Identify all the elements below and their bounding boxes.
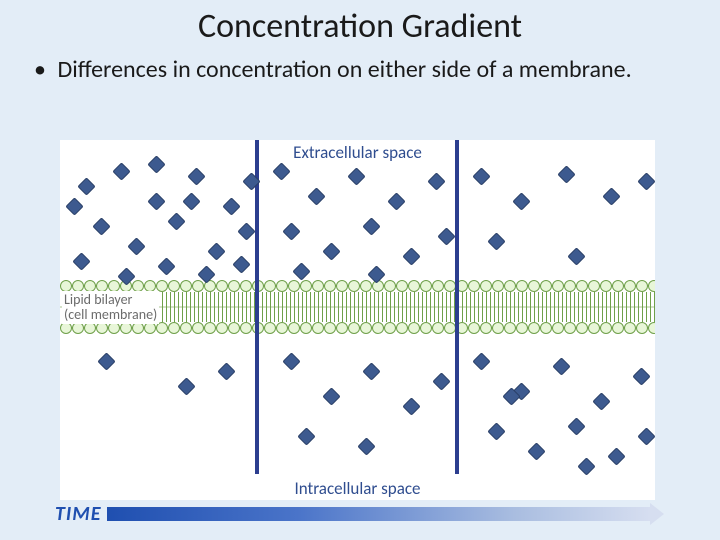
molecule [637,172,655,190]
bullet-line: • Differences in concentration on either… [34,56,700,85]
intracellular-label: Intracellular space [60,478,655,499]
molecule [427,172,445,190]
molecule [167,212,185,230]
molecule [237,222,255,240]
molecule [567,247,585,265]
molecule [592,392,610,410]
panel-divider-1 [255,140,259,474]
molecule [487,232,505,250]
molecule [512,192,530,210]
panel-divider-2 [455,140,459,474]
molecule [637,427,655,445]
molecule [182,192,200,210]
page-title: Concentration Gradient [0,6,720,47]
molecule [607,447,625,465]
membrane-label-line2: (cell membrane) [64,306,157,323]
molecule [362,217,380,235]
diagram-area: Extracellular space Lipid bilayer (cell … [60,140,655,500]
molecule [322,387,340,405]
molecule [147,192,165,210]
molecule [177,377,195,395]
molecule [632,367,650,385]
time-bar [107,507,650,521]
molecule [92,217,110,235]
molecule [487,422,505,440]
lipid-heads-bottom [60,322,655,334]
molecule [362,362,380,380]
molecule [357,437,375,455]
molecule [272,162,290,180]
membrane-label: Lipid bilayer (cell membrane) [62,291,159,324]
bullet-text: Differences in concentration on either s… [57,55,631,84]
molecule [527,442,545,460]
molecule [65,197,83,215]
molecule [222,197,240,215]
molecule [557,165,575,183]
molecule [157,257,175,275]
molecule [297,427,315,445]
molecule [402,247,420,265]
molecule [112,162,130,180]
molecule [187,167,205,185]
molecule [292,262,310,280]
molecule [217,362,235,380]
molecule [472,167,490,185]
molecule [347,167,365,185]
molecule [437,227,455,245]
molecule [577,457,595,475]
molecule [282,352,300,370]
lipid-bilayer: Lipid bilayer (cell membrane) [60,280,655,334]
molecule [472,352,490,370]
time-arrow: TIME [55,502,650,526]
time-label: TIME [55,502,101,526]
molecule [322,242,340,260]
molecule [97,352,115,370]
molecule [232,255,250,273]
molecule [602,187,620,205]
molecule [72,252,90,270]
molecule [77,177,95,195]
molecule [127,237,145,255]
molecule [567,417,585,435]
molecule [552,357,570,375]
bullet-marker: • [34,56,52,85]
molecule [282,222,300,240]
molecule [387,192,405,210]
extracellular-label: Extracellular space [60,142,655,163]
molecule [402,397,420,415]
molecule [307,187,325,205]
molecule [207,242,225,260]
molecule [432,372,450,390]
